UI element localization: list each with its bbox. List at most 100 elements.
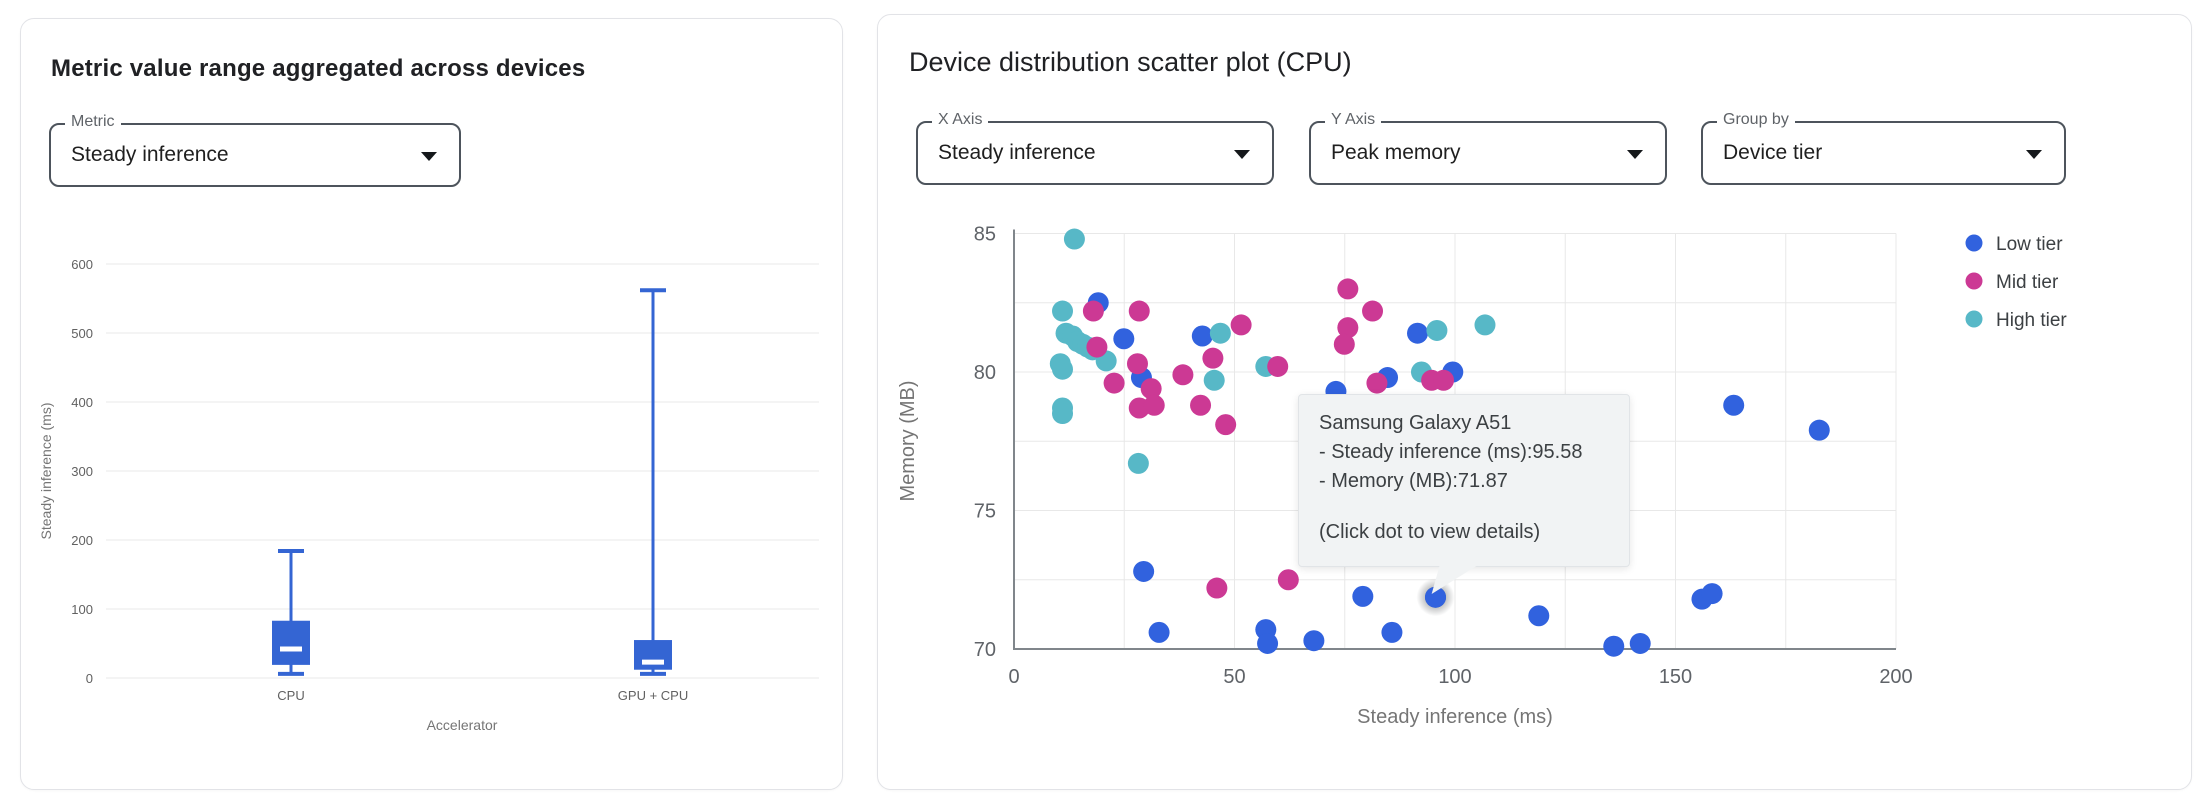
scatter-dot[interactable]	[1215, 414, 1237, 436]
scatter-dot[interactable]	[1362, 300, 1384, 322]
metric-select-value: Steady inference	[71, 143, 229, 166]
scatter-dot[interactable]	[1086, 336, 1108, 358]
scatter-dot[interactable]	[1528, 605, 1550, 627]
scatter-dot[interactable]	[1808, 419, 1830, 441]
scatter-dot[interactable]	[1230, 314, 1252, 336]
scatter-dot[interactable]	[1082, 300, 1104, 322]
scatter-dot[interactable]	[1257, 632, 1279, 654]
x-category-label: GPU + CPU	[618, 688, 688, 703]
x-tick-label: 0	[1008, 666, 1019, 688]
x-axis-select[interactable]: X Axis Steady inference	[916, 111, 1274, 185]
scatter-dot[interactable]	[1052, 300, 1074, 322]
y-tick-label: 100	[71, 602, 93, 617]
box-whisker-CPU[interactable]	[272, 549, 310, 676]
metric-select[interactable]: Metric Steady inference	[49, 113, 461, 187]
scatter-dot[interactable]	[1267, 355, 1289, 377]
scatter-dot[interactable]	[1148, 621, 1170, 643]
scatter-plot-card-title: Device distribution scatter plot (CPU)	[909, 47, 1352, 77]
x-category-label: CPU	[277, 688, 304, 703]
scatter-dot[interactable]	[1407, 322, 1429, 344]
scatter-plot-chart: 0 50 100 150 200 70 75 80 85 Steady inference (ms…	[897, 224, 2067, 729]
x-axis-title: Accelerator	[427, 717, 498, 733]
scatter-dot[interactable]	[1603, 635, 1625, 657]
legend-dot-icon	[1965, 272, 1983, 290]
legend-dot-icon	[1965, 310, 1983, 328]
scatter-dot[interactable]	[1337, 278, 1359, 300]
scatter-dot[interactable]	[1140, 378, 1162, 400]
group-by-select-value: Device tier	[1723, 141, 1823, 164]
tooltip-device-name: Samsung Galaxy A51	[1319, 412, 1512, 434]
y-tick-label: 75	[974, 501, 996, 523]
scatter-dot[interactable]	[1103, 372, 1125, 394]
scatter-dot[interactable]	[1337, 317, 1359, 339]
scatter-dot[interactable]	[1172, 364, 1194, 386]
y-axis-select-label: Y Axis	[1325, 111, 1382, 129]
x-tick-label: 150	[1659, 666, 1692, 688]
scatter-dot[interactable]	[1303, 630, 1325, 652]
scatter-dot[interactable]	[1143, 394, 1165, 416]
y-axis-select[interactable]: Y Axis Peak memory	[1309, 111, 1667, 185]
scatter-dot[interactable]	[1126, 353, 1148, 375]
selected-scatter-dot[interactable]	[1425, 586, 1447, 608]
scatter-dot[interactable]	[1052, 403, 1074, 425]
tooltip-metric-line: - Steady inference (ms):95.58	[1319, 441, 1583, 463]
y-tick-label: 600	[71, 257, 93, 272]
box-plot-card: Metric value range aggregated across dev…	[20, 18, 843, 790]
scatter-dot[interactable]	[1426, 319, 1448, 341]
x-axis-select-value: Steady inference	[938, 141, 1096, 164]
y-axis-select-value: Peak memory	[1331, 141, 1461, 164]
x-axis-title: Steady inference (ms)	[1357, 706, 1553, 728]
scatter-dot[interactable]	[1113, 328, 1135, 350]
y-tick-label: 0	[86, 671, 93, 686]
y-tick-label: 200	[71, 533, 93, 548]
box-whisker-GPU + CPU[interactable]	[634, 288, 672, 676]
scatter-dot[interactable]	[1277, 569, 1299, 591]
scatter-dot[interactable]	[1474, 314, 1496, 336]
scatter-dot[interactable]	[1433, 369, 1455, 391]
scatter-dot[interactable]	[1063, 228, 1085, 250]
legend-label: Mid tier	[1996, 272, 2059, 293]
scatter-dot[interactable]	[1352, 585, 1374, 607]
y-tick-label: 500	[71, 326, 93, 341]
y-tick-label: 80	[974, 362, 996, 384]
scatter-dot[interactable]	[1052, 358, 1074, 380]
y-tick-label: 85	[974, 224, 996, 246]
box-plot-card-title: Metric value range aggregated across dev…	[51, 55, 586, 82]
scatter-dot[interactable]	[1333, 333, 1355, 355]
tooltip-hint: (Click dot to view details)	[1319, 521, 1541, 543]
scatter-dot[interactable]	[1128, 300, 1150, 322]
scatter-dot[interactable]	[1209, 322, 1231, 344]
y-tick-label: 400	[71, 395, 93, 410]
tooltip-memory-line: - Memory (MB):71.87	[1319, 470, 1508, 492]
y-tick-label: 300	[71, 464, 93, 479]
x-tick-label: 50	[1223, 666, 1245, 688]
scatter-dot[interactable]	[1206, 577, 1228, 599]
dropdown-arrow-icon	[1627, 150, 1643, 159]
scatter-dot[interactable]	[1202, 347, 1224, 369]
scatter-dot[interactable]	[1723, 394, 1745, 416]
dropdown-arrow-icon	[2026, 150, 2042, 159]
scatter-dot[interactable]	[1366, 372, 1388, 394]
scatter-dot[interactable]	[1203, 369, 1225, 391]
scatter-dot[interactable]	[1191, 325, 1213, 347]
scatter-dot[interactable]	[1127, 452, 1149, 474]
dropdown-arrow-icon	[421, 152, 437, 161]
group-by-select-label: Group by	[1717, 111, 1795, 129]
scatter-dot[interactable]	[1629, 632, 1651, 654]
x-tick-label: 100	[1438, 666, 1471, 688]
y-axis-title: Steady inference (ms)	[38, 403, 54, 540]
legend-dot-icon	[1965, 234, 1983, 252]
box-plot-chart: 0 100 200 300 400 500 600 Steady inference (ms)…	[38, 257, 819, 733]
scatter-dot[interactable]	[1190, 394, 1212, 416]
legend-item-high-tier: High tier	[1965, 310, 2067, 331]
metric-select-label: Metric	[65, 113, 121, 131]
legend-item-low-tier: Low tier	[1965, 234, 2063, 255]
scatter-dot[interactable]	[1701, 583, 1723, 605]
group-by-select[interactable]: Group by Device tier	[1701, 111, 2066, 185]
legend-item-mid-tier: Mid tier	[1965, 272, 2059, 293]
scatter-dot[interactable]	[1381, 621, 1403, 643]
scatter-dot[interactable]	[1133, 560, 1155, 582]
scatter-tooltip: Samsung Galaxy A51 - Steady inference (m…	[1298, 394, 1630, 594]
y-tick-label: 70	[974, 639, 996, 661]
